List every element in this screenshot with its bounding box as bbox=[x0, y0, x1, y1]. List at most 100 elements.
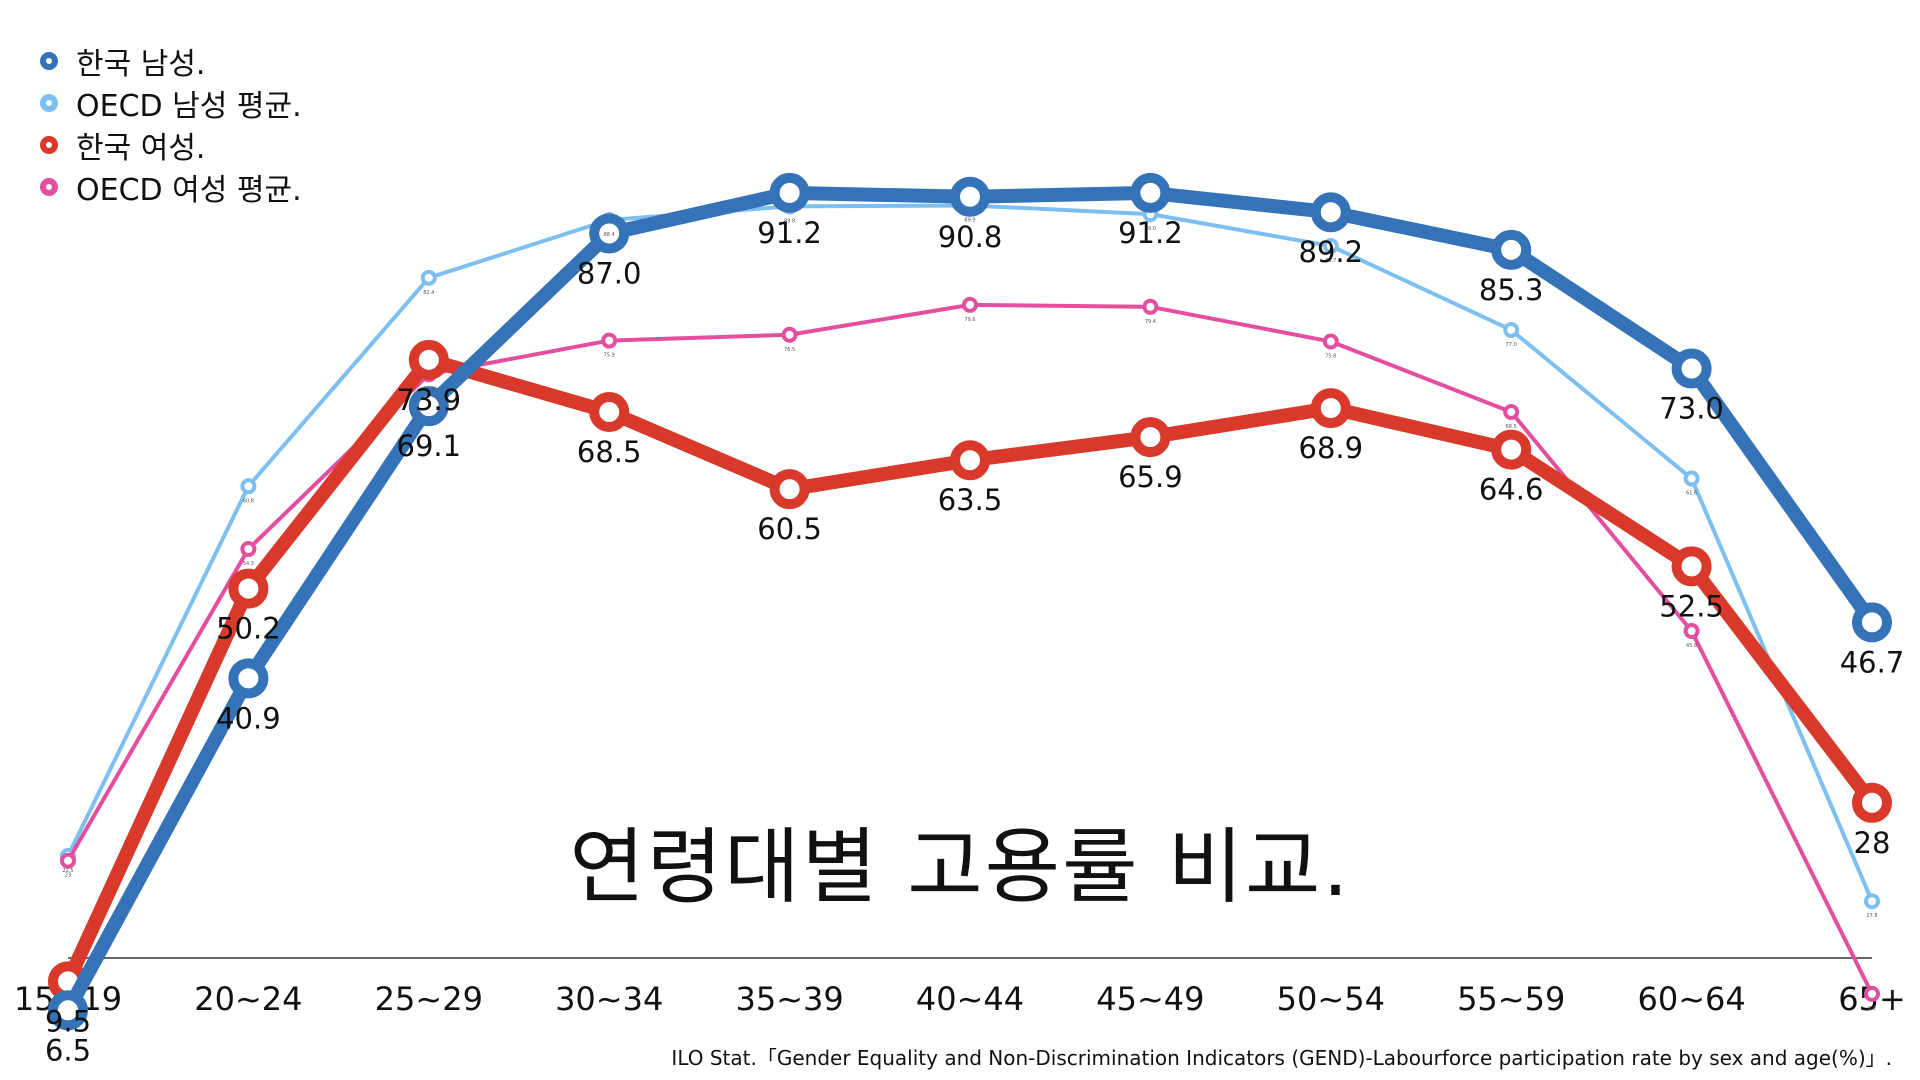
x-tick-label: 45~49 bbox=[1096, 980, 1204, 1018]
data-label: 63.5 bbox=[938, 483, 1003, 517]
data-label: 79.4 bbox=[1145, 319, 1156, 325]
legend-marker-icon bbox=[40, 136, 58, 154]
data-label: 89.9 bbox=[964, 217, 975, 223]
data-label: 91.2 bbox=[757, 216, 822, 250]
data-label: 52.5 bbox=[1659, 589, 1724, 623]
data-point bbox=[240, 478, 257, 495]
data-label: 88.4 bbox=[604, 232, 615, 238]
x-tick-label: 30~34 bbox=[555, 980, 663, 1018]
data-label: 45.8 bbox=[1686, 643, 1697, 649]
data-label: 85.7 bbox=[1325, 258, 1336, 264]
data-point bbox=[1503, 321, 1520, 338]
legend-marker-icon bbox=[40, 178, 58, 196]
legend-label: 한국 여성. bbox=[76, 131, 206, 166]
data-point bbox=[1310, 388, 1351, 429]
chart-title: 연령대별 고용률 비교. bbox=[569, 820, 1351, 915]
data-label: 23 bbox=[65, 873, 71, 879]
data-point bbox=[769, 172, 810, 213]
data-point bbox=[1491, 229, 1532, 270]
data-label: 61.6 bbox=[1686, 491, 1697, 497]
data-label: 60.5 bbox=[757, 512, 822, 546]
x-tick-label: 50~54 bbox=[1277, 980, 1385, 1018]
data-point bbox=[228, 658, 269, 699]
legend-marker-icon bbox=[40, 52, 58, 70]
data-point bbox=[1322, 237, 1339, 254]
data-point bbox=[1491, 429, 1532, 470]
data-label: 77.0 bbox=[1506, 342, 1517, 348]
data-label: 68.9 bbox=[1299, 431, 1364, 465]
data-label: 28 bbox=[1854, 826, 1891, 860]
data-point bbox=[1864, 893, 1880, 910]
data-label: 60.8 bbox=[243, 498, 254, 504]
legend: 한국 남성. OECD 남성 평균. 한국 여성. OECD 여성 평균. bbox=[40, 40, 302, 208]
data-point bbox=[950, 176, 990, 217]
x-tick-label: 35~39 bbox=[735, 980, 843, 1018]
data-point bbox=[228, 568, 269, 609]
legend-item-korea-female: 한국 여성. bbox=[40, 124, 302, 166]
data-point bbox=[781, 326, 798, 343]
x-tick-label: 60~64 bbox=[1637, 980, 1745, 1018]
data-label: 89.8 bbox=[784, 218, 795, 224]
data-label: 73.0 bbox=[1659, 392, 1724, 426]
data-label: 64.6 bbox=[1479, 473, 1544, 507]
x-tick-label: 25~29 bbox=[375, 980, 483, 1018]
data-point bbox=[1683, 623, 1700, 640]
data-point bbox=[420, 269, 437, 286]
data-label: 68.5 bbox=[577, 435, 642, 469]
x-tick-label: 20~24 bbox=[194, 980, 302, 1018]
data-point bbox=[240, 541, 257, 558]
data-label: 75.9 bbox=[604, 353, 615, 359]
data-label: 50.2 bbox=[216, 612, 281, 646]
data-point bbox=[1852, 602, 1892, 643]
data-label: 46.7 bbox=[1840, 645, 1905, 679]
data-label: 65.9 bbox=[1118, 460, 1183, 494]
data-label: 8.2 bbox=[1868, 1006, 1876, 1012]
data-label: 17.8 bbox=[1866, 913, 1877, 919]
x-tick-label: 55~59 bbox=[1457, 980, 1565, 1018]
data-label: 40.9 bbox=[216, 701, 281, 735]
x-tick-label: 40~44 bbox=[916, 980, 1024, 1018]
data-point bbox=[408, 386, 449, 427]
data-point bbox=[1671, 546, 1712, 587]
legend-marker-icon bbox=[40, 94, 58, 112]
data-label: 91.2 bbox=[1118, 216, 1183, 250]
data-point bbox=[962, 296, 978, 313]
data-point bbox=[589, 213, 630, 254]
data-label: 54.3 bbox=[243, 561, 254, 567]
data-label: 22.5 bbox=[62, 868, 73, 874]
data-point bbox=[769, 469, 810, 510]
data-label: 6.5 bbox=[45, 1033, 91, 1067]
data-label: 69.1 bbox=[397, 429, 462, 463]
data-point bbox=[408, 339, 449, 380]
data-label: 79.6 bbox=[964, 317, 975, 323]
legend-label: OECD 남성 평균. bbox=[76, 89, 302, 124]
data-point bbox=[1142, 298, 1159, 315]
source-note: ILO Stat.「Gender Equality and Non-Discri… bbox=[671, 1046, 1892, 1070]
data-label: 75.8 bbox=[1325, 354, 1336, 360]
data-label: 85.3 bbox=[1479, 273, 1544, 307]
data-label: 68.5 bbox=[1506, 424, 1517, 430]
data-point bbox=[1130, 417, 1171, 458]
data-label: 89.2 bbox=[1299, 235, 1364, 269]
data-point bbox=[1310, 192, 1351, 233]
data-label: 89.0 bbox=[1145, 226, 1156, 232]
data-label: 87.0 bbox=[577, 256, 642, 290]
legend-item-oecd-male: OECD 남성 평균. bbox=[40, 82, 302, 124]
data-label: 90.8 bbox=[938, 220, 1003, 254]
data-point bbox=[1503, 403, 1520, 420]
legend-label: 한국 남성. bbox=[76, 47, 206, 82]
data-point bbox=[589, 391, 630, 432]
legend-item-oecd-female: OECD 여성 평균. bbox=[40, 166, 302, 208]
data-point bbox=[950, 440, 990, 481]
data-label: 76.5 bbox=[784, 347, 795, 353]
data-point bbox=[1864, 985, 1880, 1002]
data-point bbox=[1322, 333, 1339, 350]
legend-item-korea-male: 한국 남성. bbox=[40, 40, 302, 82]
data-label: 82.4 bbox=[423, 290, 434, 296]
data-point bbox=[1130, 172, 1171, 213]
data-point bbox=[601, 332, 618, 349]
data-point bbox=[48, 990, 88, 1031]
data-point bbox=[1852, 782, 1892, 823]
data-point bbox=[60, 852, 76, 869]
